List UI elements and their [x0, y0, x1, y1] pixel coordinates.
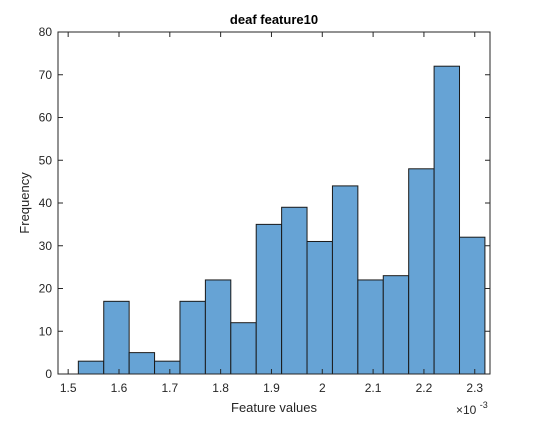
x-tick-label-6: 2 [319, 381, 326, 395]
histogram-bar-2 [103, 300, 130, 375]
y-tick-label-8: 70 [39, 68, 53, 82]
histogram-bar-11 [331, 185, 359, 375]
y-tick-label-3: 20 [39, 282, 53, 296]
histogram-bar-5 [179, 300, 206, 375]
x-multiplier-base: ×10 [456, 403, 477, 417]
x-tick-labels: 1.5 1.6 1.7 1.8 1.9 2 2.1 2.2 2.3 [60, 381, 484, 395]
x-tick-label-1: 1.5 [60, 381, 77, 395]
y-axis-label: Frequency [17, 172, 32, 234]
histogram-bar-12 [357, 279, 384, 375]
histogram-bar-6 [204, 279, 232, 375]
x-multiplier-exponent: -3 [480, 400, 488, 410]
axes-box [57, 31, 491, 375]
chart-title: deaf feature10 [230, 12, 318, 27]
y-tick-label-5: 40 [39, 196, 53, 210]
x-tick-label-8: 2.2 [416, 381, 433, 395]
histogram-bar-9 [281, 206, 308, 375]
histogram-bar-15 [433, 65, 461, 375]
histogram-bar-3 [128, 352, 156, 375]
histogram-bar-16 [459, 236, 486, 375]
histogram-bar-10 [306, 240, 333, 375]
y-tick-label-7: 60 [39, 111, 53, 125]
x-multiplier: ×10 -3 [456, 400, 488, 417]
y-tick-labels: 0 10 20 30 40 50 60 70 80 [39, 25, 53, 381]
y-tick-label-4: 30 [39, 239, 53, 253]
y-tick-label-6: 50 [39, 153, 53, 167]
x-tick-label-3: 1.7 [161, 381, 178, 395]
x-tick-label-7: 2.1 [365, 381, 382, 395]
histogram-bar-7 [230, 322, 257, 375]
y-tick-label-9: 80 [39, 25, 53, 39]
x-tick-label-2: 1.6 [111, 381, 128, 395]
bars-group [77, 65, 486, 375]
histogram-bar-14 [408, 168, 435, 375]
x-tick-label-4: 1.8 [212, 381, 229, 395]
histogram-bar-8 [255, 223, 283, 375]
x-tick-label-9: 2.3 [466, 381, 483, 395]
histogram-bar-4 [154, 360, 181, 375]
histogram-bar-13 [382, 275, 410, 375]
y-tick-label-2: 10 [39, 324, 53, 338]
histogram-bar-1 [77, 360, 105, 375]
x-tick-label-5: 1.9 [263, 381, 280, 395]
x-axis-label: Feature values [231, 400, 317, 415]
y-tick-label-1: 0 [45, 367, 52, 381]
